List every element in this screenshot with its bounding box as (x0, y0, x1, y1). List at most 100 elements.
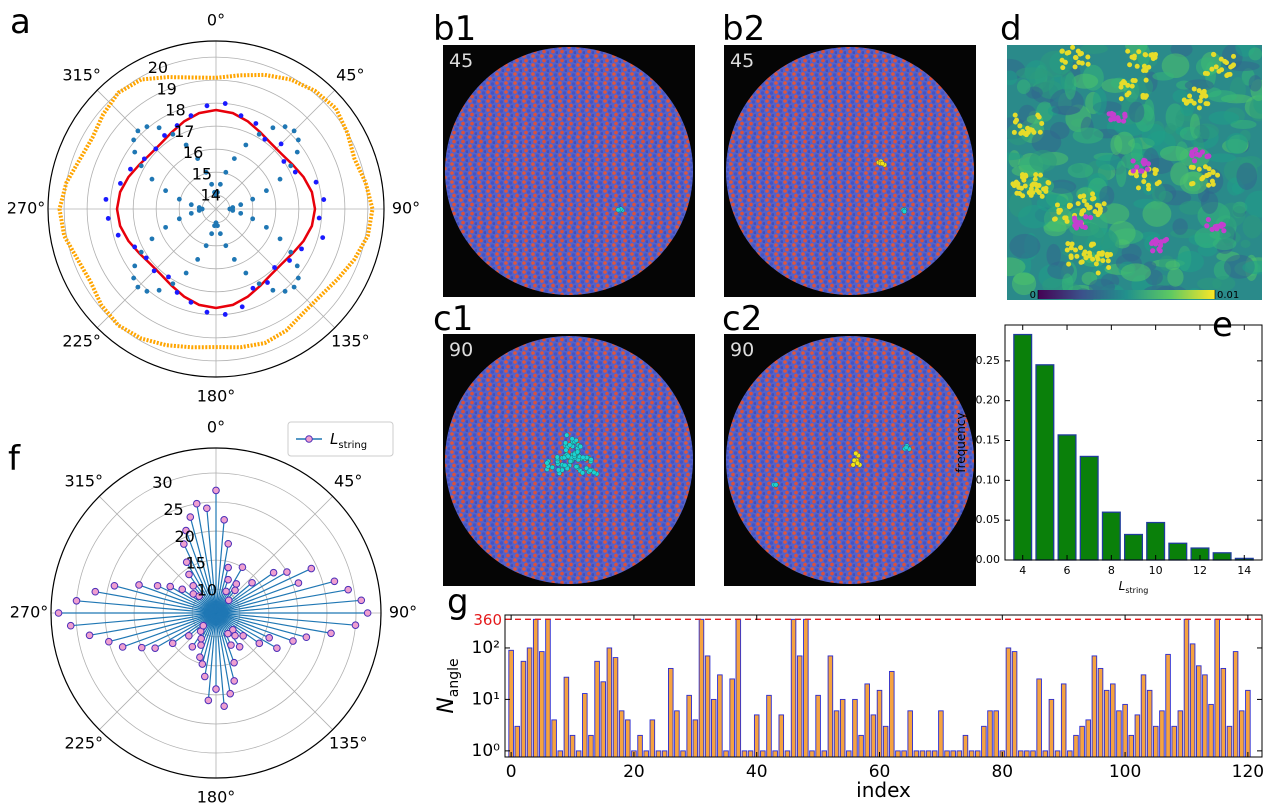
cluster-particle (568, 459, 573, 464)
field-yellow (1135, 64, 1140, 69)
panel-letter: b2 (722, 9, 765, 49)
bar (718, 675, 723, 757)
stem-marker (239, 564, 246, 571)
polar-marker (132, 245, 137, 250)
theta-tick-label: 180° (197, 788, 236, 804)
theta-tick-label: 180° (197, 387, 236, 406)
polar-marker (292, 128, 297, 133)
stem-marker (358, 597, 365, 604)
y-tick-label: 0.20 (976, 394, 1001, 407)
field-yellow (1222, 59, 1227, 64)
field-yellow (1046, 181, 1051, 186)
field-magenta (1156, 247, 1161, 252)
theta-tick-label: 45° (334, 472, 362, 491)
stem-marker (228, 642, 235, 649)
stem-marker (236, 643, 243, 650)
field-yellow (1039, 121, 1044, 126)
field-yellow (1144, 78, 1149, 83)
cluster-particle (774, 482, 779, 487)
field-yellow (1095, 203, 1100, 208)
bar (1153, 726, 1158, 757)
stem-marker (55, 610, 62, 617)
field-magenta (1141, 158, 1146, 163)
stem-marker (138, 644, 145, 651)
polar-marker (238, 202, 243, 207)
polar-marker (251, 286, 256, 291)
field-magenta (1150, 248, 1155, 253)
bar (742, 751, 747, 757)
bar (521, 661, 526, 757)
colorbar-label: 0.01 (1217, 290, 1239, 301)
field-yellow (1189, 181, 1194, 186)
bar (552, 720, 557, 757)
field-patch (1208, 153, 1236, 162)
bar (1037, 679, 1042, 757)
bar (797, 656, 802, 757)
field-magenta (1131, 168, 1136, 173)
bar (662, 751, 667, 757)
stem-marker (331, 578, 338, 585)
bar (785, 751, 790, 757)
image-label: 90 (449, 339, 473, 361)
polar-marker (238, 211, 243, 216)
field-yellow (1198, 98, 1203, 103)
stem-marker (179, 586, 186, 593)
bar (570, 735, 575, 757)
field-magenta (1214, 226, 1219, 231)
polar-marker (118, 181, 123, 186)
field-patch (1018, 205, 1051, 229)
field-yellow (1136, 185, 1141, 190)
field-patch (1016, 67, 1047, 79)
bar (1092, 656, 1097, 757)
bar (1246, 690, 1251, 757)
field-yellow (1231, 54, 1236, 59)
bar (1166, 654, 1171, 757)
bar (920, 751, 925, 757)
field-magenta (1083, 214, 1088, 219)
field-yellow (1098, 252, 1103, 257)
bar (1123, 704, 1128, 757)
bar (1043, 751, 1048, 757)
polar-marker (264, 188, 269, 193)
stem-marker (106, 638, 113, 645)
field-yellow (1065, 247, 1070, 252)
field-patch (1093, 88, 1107, 115)
panel-letter: f (8, 439, 21, 479)
field-yellow (1207, 166, 1212, 171)
stem-marker (190, 583, 197, 590)
stem-marker (225, 576, 232, 583)
field-magenta (1164, 237, 1169, 242)
cluster-particle (580, 471, 585, 476)
field-yellow (1033, 177, 1038, 182)
field-yellow (1134, 173, 1139, 178)
cluster-particle (564, 433, 569, 438)
field-magenta (1204, 223, 1209, 228)
bar (1098, 668, 1103, 757)
theta-tick-label: 90° (392, 199, 420, 218)
y-axis-label-main: N (434, 697, 459, 713)
stem-marker (231, 659, 238, 666)
stem-marker (290, 638, 297, 645)
polar-marker (281, 159, 286, 164)
cluster-particle (563, 441, 568, 446)
field-yellow (1017, 191, 1022, 196)
polar-marker (262, 137, 267, 142)
y-tick-label: 0.05 (976, 513, 1001, 526)
polar-marker (205, 103, 210, 108)
field-yellow (1206, 183, 1211, 188)
stem-marker (266, 634, 273, 641)
field-magenta (1192, 158, 1197, 163)
stem-marker (73, 597, 80, 604)
polar-marker (204, 243, 209, 248)
field-yellow (1082, 252, 1087, 257)
bar (613, 658, 618, 757)
field-patch (1142, 201, 1171, 227)
field-patch (1073, 127, 1104, 143)
r-tick-label: 14 (201, 186, 221, 205)
stem-marker (225, 630, 232, 637)
theta-tick-label: 225° (62, 331, 101, 350)
stem-marker (86, 632, 93, 639)
bar (1147, 523, 1165, 560)
cluster-particle (555, 455, 560, 460)
polar-marker (239, 113, 244, 118)
